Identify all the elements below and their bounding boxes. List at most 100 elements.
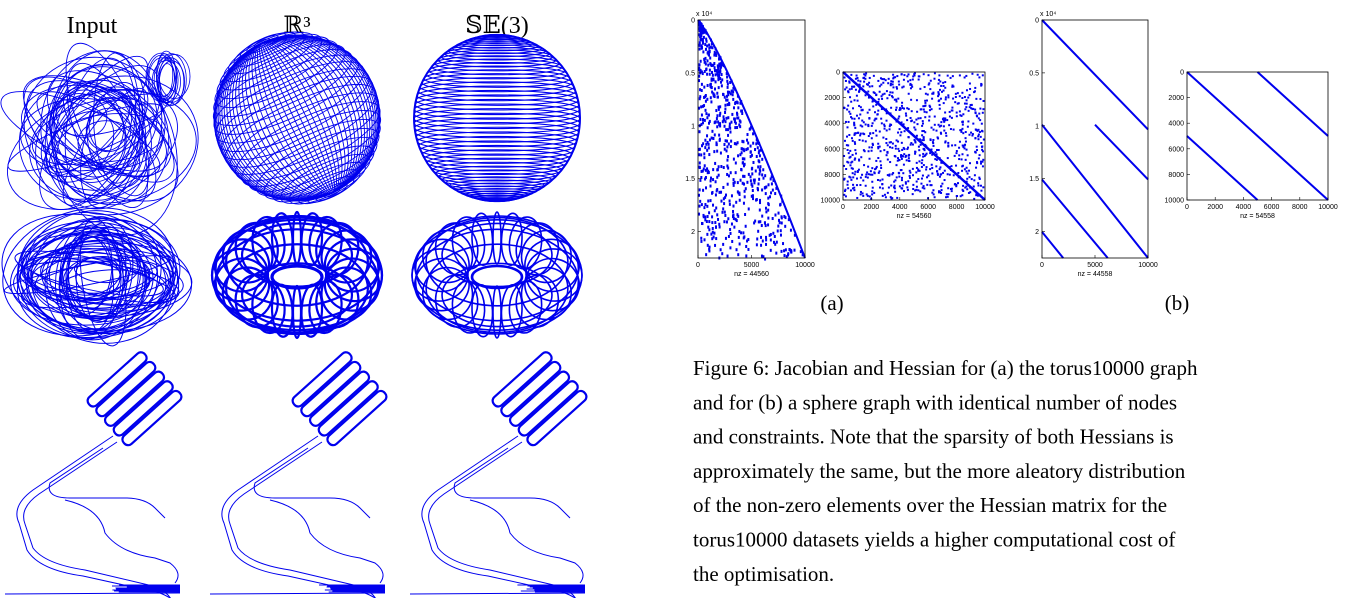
x-tick-label: 0 [841, 204, 845, 211]
nonzero [961, 170, 963, 172]
nonzero [720, 165, 722, 168]
nonzero [849, 164, 851, 166]
nonzero [981, 149, 983, 151]
band [1042, 232, 1063, 258]
nonzero [726, 173, 728, 176]
nonzero [717, 67, 719, 70]
nonzero [974, 87, 976, 89]
nonzero [703, 167, 705, 170]
nonzero [709, 62, 711, 65]
nonzero [890, 107, 892, 109]
nonzero [712, 74, 714, 77]
nonzero [761, 215, 763, 218]
nonzero [930, 139, 932, 141]
nonzero [895, 164, 897, 166]
nonzero [979, 98, 981, 100]
nonzero [954, 155, 956, 157]
nonzero [706, 40, 708, 43]
nonzero [975, 152, 977, 154]
spy-plot: 0200040006000800010000020004000600080001… [821, 70, 995, 221]
nonzero [865, 174, 867, 176]
nonzero [742, 182, 744, 185]
nonzero [708, 153, 710, 156]
nonzero [705, 109, 707, 112]
nonzero [927, 175, 929, 177]
nonzero [974, 90, 976, 92]
nonzero [702, 142, 704, 145]
y-tick-label: 0 [836, 70, 840, 77]
band [1187, 72, 1328, 200]
nonzero [901, 179, 903, 181]
nonzero [928, 116, 930, 118]
nonzero [772, 232, 774, 235]
nonzero [916, 99, 918, 101]
nonzero [866, 193, 868, 195]
nonzero [932, 189, 934, 191]
band [1258, 72, 1329, 136]
nonzero [718, 191, 720, 194]
nonzero [877, 179, 879, 181]
nonzero [848, 121, 850, 123]
nonzero [903, 86, 905, 88]
nonzero [865, 176, 867, 178]
nonzero [918, 160, 920, 162]
nonzero [720, 81, 722, 84]
nonzero [979, 108, 981, 110]
nonzero [846, 87, 848, 89]
nonzero [966, 103, 968, 105]
nonzero [885, 79, 887, 81]
nonzero [976, 149, 978, 151]
x-tick-label: 10000 [795, 262, 815, 269]
nonzero [756, 198, 758, 201]
nonzero [955, 185, 957, 187]
nonzero [910, 99, 912, 101]
nonzero [970, 104, 972, 106]
nonzero [880, 77, 882, 79]
nonzero [708, 44, 710, 47]
nonzero [849, 150, 851, 152]
nonzero [921, 178, 923, 180]
coil-loop [291, 350, 354, 408]
nonzero [854, 99, 856, 101]
nonzero [876, 166, 878, 168]
nonzero [746, 133, 748, 136]
nonzero [760, 236, 762, 239]
nonzero [759, 172, 761, 175]
y-tick-label: 1 [1035, 123, 1039, 130]
nonzero [939, 125, 941, 127]
nonzero [703, 206, 705, 209]
nonzero [969, 83, 971, 85]
nonzero [973, 198, 975, 200]
nonzero [729, 228, 731, 231]
nonzero [762, 240, 764, 243]
nonzero [710, 100, 712, 103]
y-tick-label: 0 [691, 18, 695, 25]
nonzero [767, 197, 769, 200]
nonzero [728, 142, 730, 145]
nonzero [946, 119, 948, 121]
nonzero [738, 236, 740, 239]
nonzero [851, 137, 853, 139]
diagonal [843, 72, 985, 200]
nonzero [936, 149, 938, 151]
nonzero [937, 136, 939, 138]
nonzero [743, 175, 745, 178]
nonzero [714, 162, 716, 165]
nonzero [843, 194, 845, 196]
nonzero [968, 134, 970, 136]
nonzero [875, 130, 877, 132]
nonzero [871, 174, 873, 176]
nonzero [757, 230, 759, 233]
nonzero [717, 218, 719, 221]
nonzero [964, 168, 966, 170]
nonzero [790, 229, 792, 232]
x-tick-label: 2000 [864, 204, 880, 211]
nonzero [709, 57, 711, 60]
hole [472, 266, 522, 288]
nonzero [979, 131, 981, 133]
nonzero [726, 159, 728, 162]
nonzero [962, 185, 964, 187]
nonzero [917, 189, 919, 191]
nonzero [711, 130, 713, 133]
nonzero [770, 238, 772, 241]
